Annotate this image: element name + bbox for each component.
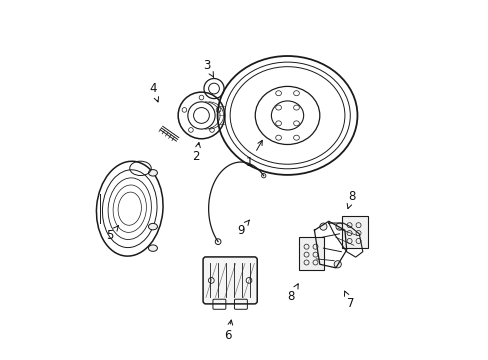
- Text: 6: 6: [224, 320, 232, 342]
- Text: 2: 2: [192, 143, 200, 163]
- Circle shape: [335, 223, 343, 230]
- Ellipse shape: [148, 224, 157, 230]
- Text: 7: 7: [344, 291, 353, 310]
- Ellipse shape: [148, 170, 157, 176]
- Circle shape: [333, 261, 341, 268]
- Text: 1: 1: [245, 140, 262, 168]
- Text: 3: 3: [203, 59, 213, 77]
- Text: 8: 8: [346, 190, 355, 209]
- Text: 4: 4: [149, 82, 158, 102]
- Circle shape: [319, 223, 326, 230]
- Ellipse shape: [148, 245, 157, 251]
- Circle shape: [208, 278, 214, 283]
- FancyBboxPatch shape: [341, 216, 367, 248]
- Circle shape: [245, 278, 251, 283]
- FancyBboxPatch shape: [203, 257, 257, 304]
- Text: 5: 5: [106, 226, 118, 242]
- Text: 9: 9: [237, 220, 249, 237]
- FancyBboxPatch shape: [298, 237, 324, 270]
- Text: 8: 8: [287, 284, 298, 303]
